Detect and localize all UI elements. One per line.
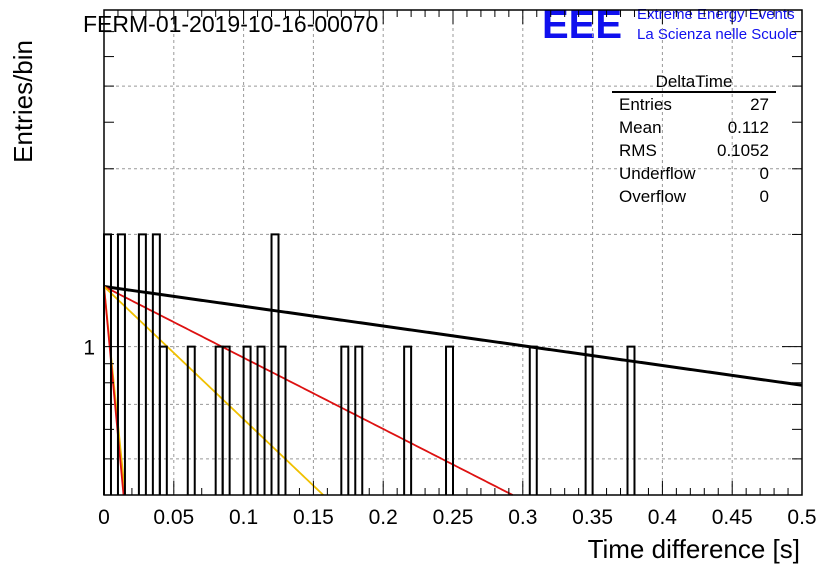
x-tick-label: 0.1 — [229, 506, 258, 529]
stats-label: Overflow — [619, 187, 687, 206]
stats-value: 0.1052 — [717, 141, 769, 160]
x-tick-label: 0.45 — [712, 506, 753, 529]
x-tick-label: 0.35 — [572, 506, 613, 529]
y-axis-label: Entries/bin — [8, 40, 38, 163]
stats-label: Entries — [619, 95, 672, 114]
stats-value: 27 — [750, 95, 769, 114]
logo-line-1: Extreme Energy Events — [637, 6, 795, 23]
stats-value: 0 — [760, 164, 769, 183]
stats-value: 0 — [760, 187, 769, 206]
x-tick-label: 0.05 — [153, 506, 194, 529]
logo-line-2: La Scienza nelle Scuole — [637, 26, 797, 43]
stats-value: 0.112 — [728, 118, 769, 137]
x-axis-label: Time difference [s] — [588, 534, 800, 564]
stats-label: RMS — [619, 141, 657, 160]
x-tick-label: 0.5 — [787, 506, 816, 529]
y-tick-label: 1 — [83, 337, 95, 360]
x-tick-label: 0.3 — [508, 506, 537, 529]
x-tick-label: 0.15 — [293, 506, 334, 529]
x-tick-label: 0.4 — [648, 506, 678, 529]
histogram-chart: FERM-01-2019-10-16-00070 EEE Extreme Ene… — [0, 0, 836, 572]
x-tick-label: 0.25 — [433, 506, 474, 529]
stats-label: Mean — [619, 118, 662, 137]
stats-label: Underflow — [619, 164, 696, 183]
x-tick-label: 0.2 — [369, 506, 398, 529]
x-tick-label: 0 — [98, 506, 110, 529]
stats-title: DeltaTime — [656, 72, 733, 91]
run-title: FERM-01-2019-10-16-00070 — [83, 11, 378, 37]
